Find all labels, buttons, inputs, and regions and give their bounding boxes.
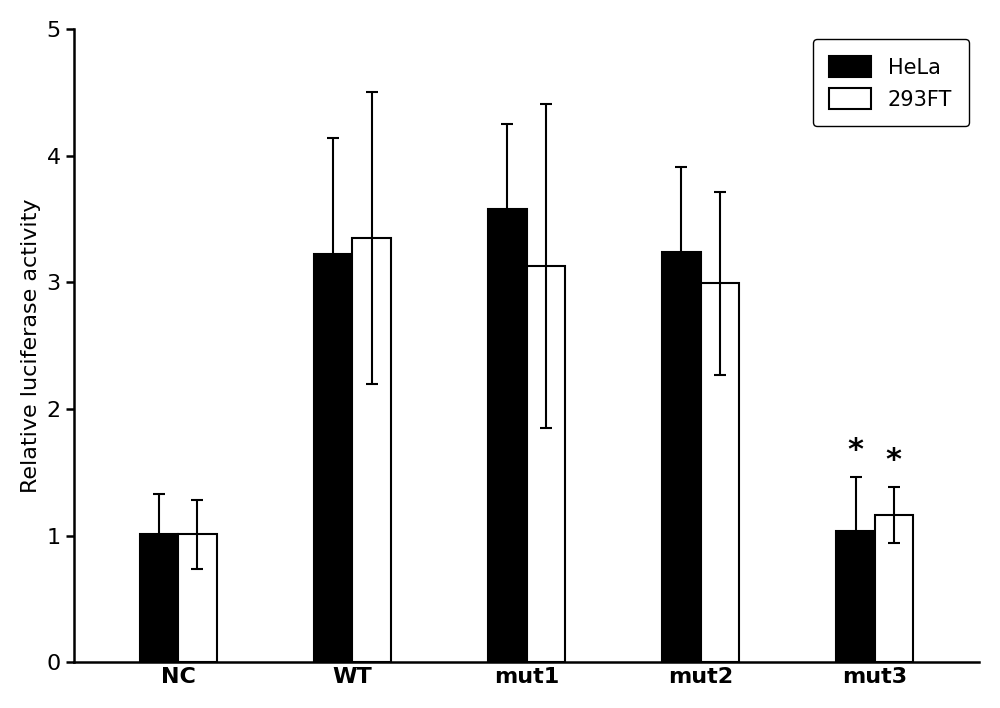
Bar [140, 535, 178, 662]
Text: *: * [886, 446, 902, 475]
Text: *: * [848, 435, 864, 464]
Bar [314, 254, 352, 662]
Bar [701, 283, 739, 662]
Legend: HeLa, 293FT: HeLa, 293FT [813, 39, 969, 127]
Bar [178, 535, 217, 662]
Y-axis label: Relative luciferase activity: Relative luciferase activity [21, 198, 41, 493]
Bar [352, 238, 391, 662]
Bar [488, 209, 527, 662]
Bar [526, 266, 565, 662]
Bar [662, 252, 701, 662]
Bar [836, 530, 875, 662]
Bar [875, 515, 913, 662]
